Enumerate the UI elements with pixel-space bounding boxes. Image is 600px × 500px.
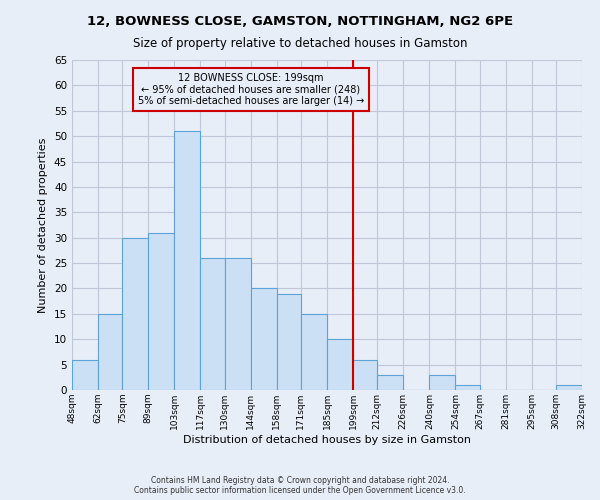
Y-axis label: Number of detached properties: Number of detached properties	[38, 138, 49, 312]
Bar	[377, 375, 403, 390]
Bar	[353, 360, 377, 390]
Text: 12 BOWNESS CLOSE: 199sqm
← 95% of detached houses are smaller (248)
5% of semi-d: 12 BOWNESS CLOSE: 199sqm ← 95% of detach…	[137, 72, 364, 106]
Text: 12, BOWNESS CLOSE, GAMSTON, NOTTINGHAM, NG2 6PE: 12, BOWNESS CLOSE, GAMSTON, NOTTINGHAM, …	[87, 15, 513, 28]
Bar	[148, 232, 175, 390]
Bar	[122, 238, 148, 390]
Bar	[327, 339, 353, 390]
Text: Size of property relative to detached houses in Gamston: Size of property relative to detached ho…	[133, 38, 467, 51]
Bar	[277, 294, 301, 390]
Bar	[301, 314, 327, 390]
Bar	[98, 314, 122, 390]
Bar	[455, 385, 479, 390]
X-axis label: Distribution of detached houses by size in Gamston: Distribution of detached houses by size …	[183, 434, 471, 444]
Text: Contains HM Land Registry data © Crown copyright and database right 2024.
Contai: Contains HM Land Registry data © Crown c…	[134, 476, 466, 495]
Bar	[175, 131, 200, 390]
Bar	[72, 360, 98, 390]
Bar	[251, 288, 277, 390]
Bar	[556, 385, 582, 390]
Bar	[224, 258, 251, 390]
Bar	[200, 258, 224, 390]
Bar	[430, 375, 455, 390]
